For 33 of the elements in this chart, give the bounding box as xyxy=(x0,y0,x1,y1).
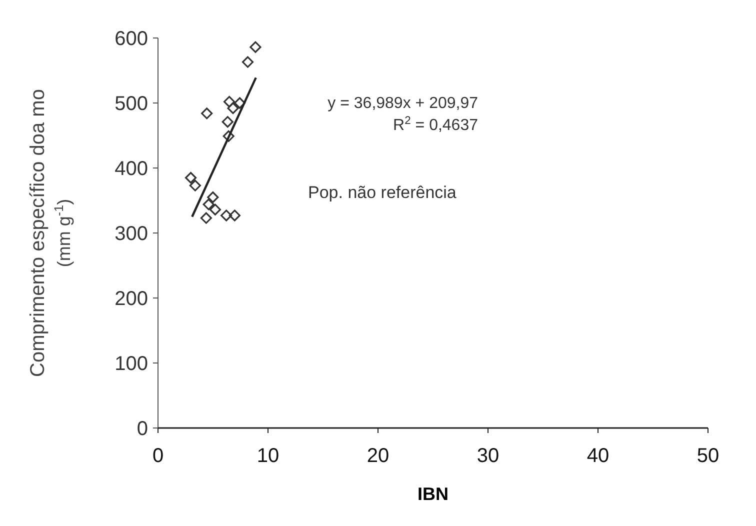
point xyxy=(222,130,234,142)
point xyxy=(242,56,254,68)
annotation: R$^{2}$ = 0,4637 xyxy=(393,115,478,134)
annotation: Pop. não referência xyxy=(308,183,457,202)
point xyxy=(220,210,232,222)
x-tick-label: 0 xyxy=(152,445,164,467)
annotation: y = 36,989x + 209,97 xyxy=(328,95,478,112)
point xyxy=(209,204,221,216)
y-tick-label: 100 xyxy=(114,353,148,375)
point xyxy=(228,210,240,222)
x-tick-label: 10 xyxy=(256,445,280,467)
y-tick-label: 600 xyxy=(114,28,148,50)
point xyxy=(202,198,214,210)
point xyxy=(201,108,213,120)
point xyxy=(200,212,212,224)
point xyxy=(234,97,246,109)
point xyxy=(250,41,262,53)
y-tick-label: 0 xyxy=(136,418,148,440)
x-axis-title: IBN xyxy=(418,484,448,504)
y-tick-label: 300 xyxy=(114,223,148,245)
point xyxy=(227,102,239,114)
y-tick-label: 500 xyxy=(114,93,148,115)
point xyxy=(223,96,236,108)
point xyxy=(189,180,201,192)
x-tick-label: 40 xyxy=(586,445,610,467)
x-tick-label: 30 xyxy=(476,445,500,467)
y-tick-label: 400 xyxy=(114,158,148,180)
point xyxy=(207,191,219,204)
point xyxy=(184,172,197,184)
x-tick-label: 20 xyxy=(366,445,390,467)
x-tick-label: 50 xyxy=(696,445,720,467)
point xyxy=(222,116,234,128)
y-tick-label: 200 xyxy=(114,288,148,310)
